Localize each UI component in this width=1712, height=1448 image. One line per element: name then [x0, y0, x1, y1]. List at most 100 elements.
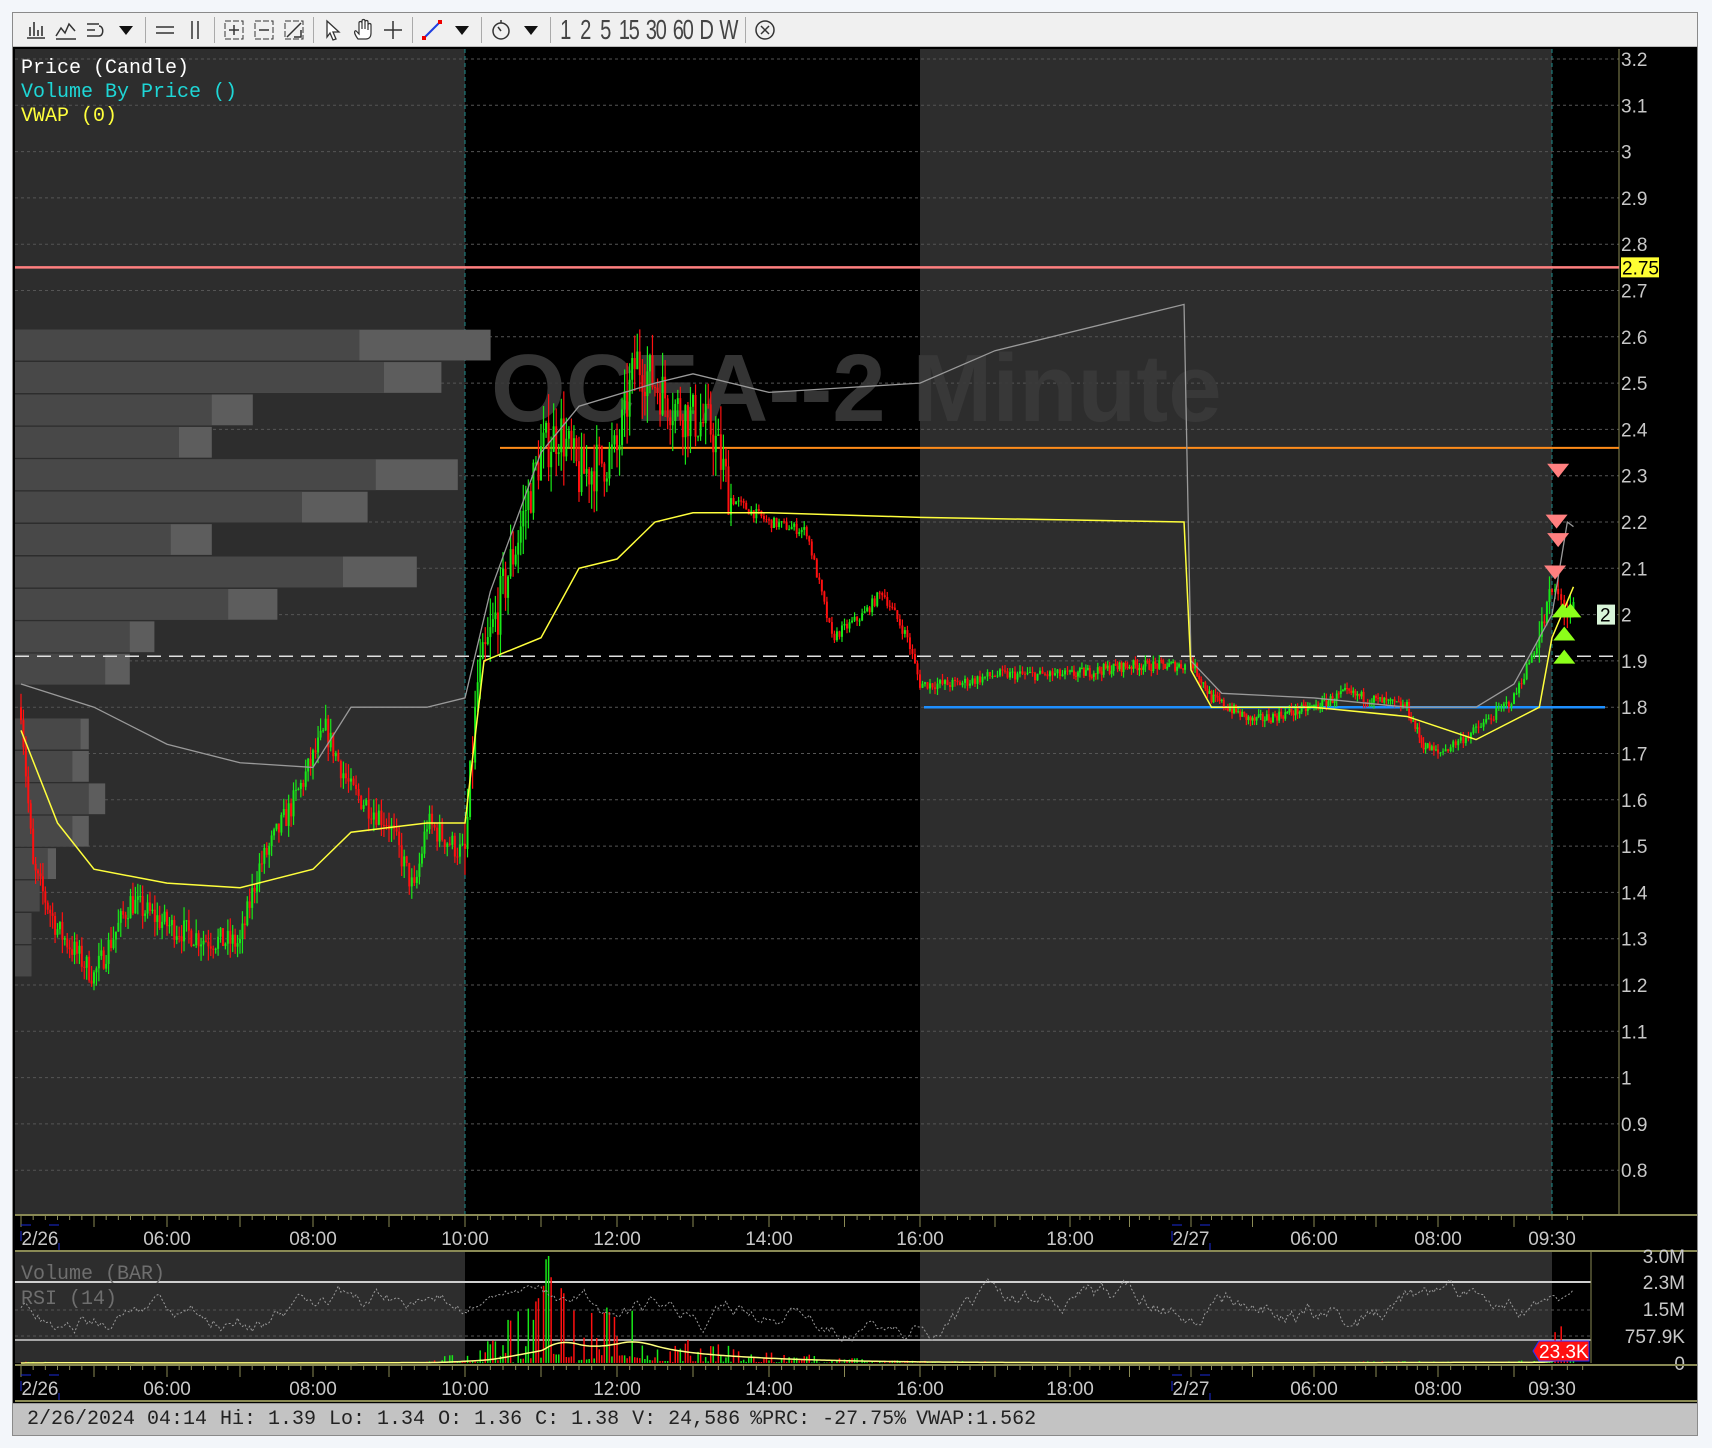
- crosshair-icon[interactable]: [378, 16, 408, 44]
- price-candle: [697, 436, 700, 438]
- price-candle: [22, 720, 25, 748]
- price-candle: [448, 843, 451, 845]
- price-candle: [1239, 711, 1242, 717]
- price-candle: [226, 930, 229, 944]
- price-candle: [509, 549, 512, 577]
- vertical-line-icon[interactable]: [180, 16, 210, 44]
- price-candle: [178, 936, 181, 938]
- price-candle: [469, 761, 472, 817]
- price-candle: [1178, 664, 1181, 667]
- price-candle: [1551, 589, 1553, 592]
- dropdown-icon[interactable]: [447, 16, 477, 44]
- price-candle: [29, 803, 32, 829]
- price-candle: [1170, 662, 1173, 664]
- price-candle: [1424, 747, 1427, 750]
- price-candle: [1146, 660, 1149, 662]
- date-marker: [20, 1374, 60, 1402]
- price-candle: [136, 896, 139, 900]
- price-candle: [129, 896, 132, 919]
- price-candle: [1490, 718, 1493, 720]
- bar-chart-icon[interactable]: [21, 16, 51, 44]
- price-candle: [464, 843, 466, 849]
- price-candle: [73, 941, 76, 955]
- price-candle: [825, 601, 828, 618]
- price-candle: [1208, 690, 1211, 694]
- price-candle: [504, 568, 507, 598]
- price-candle: [243, 923, 246, 926]
- interval-1-button[interactable]: 1: [560, 13, 571, 45]
- time-axis-label: 08:00: [289, 1379, 337, 1400]
- price-candle: [436, 827, 439, 842]
- price-candle: [1525, 664, 1528, 680]
- price-candle: [458, 844, 461, 857]
- price-candle: [1482, 722, 1485, 727]
- buy-signal-arrow: [1553, 649, 1576, 664]
- price-candle: [1523, 679, 1526, 684]
- price-candle: [717, 434, 720, 436]
- interval-15-button[interactable]: 15: [618, 13, 640, 45]
- price-candle: [514, 554, 517, 565]
- price-candle: [1304, 704, 1307, 712]
- volume-by-price-bar: [15, 945, 32, 977]
- price-candle: [512, 549, 515, 565]
- draw-line-icon[interactable]: [417, 16, 447, 44]
- price-candle: [1406, 702, 1408, 708]
- price-candle: [287, 803, 290, 826]
- price-candle: [173, 919, 176, 940]
- indicator-icon[interactable]: [81, 16, 111, 44]
- price-candle: [1377, 697, 1380, 699]
- price-candle: [209, 946, 212, 949]
- interval-2-button[interactable]: 2: [580, 13, 591, 45]
- price-candle: [256, 884, 259, 892]
- price-candle: [1286, 712, 1289, 714]
- price-candle: [1485, 719, 1488, 723]
- session-background: [465, 49, 920, 1214]
- price-candle: [466, 816, 469, 849]
- price-candle: [1110, 671, 1113, 674]
- price-candle: [1335, 693, 1338, 702]
- price-candle: [1298, 711, 1301, 714]
- price-candle: [277, 823, 280, 833]
- price-candle: [499, 576, 502, 635]
- dropdown-icon[interactable]: [111, 16, 141, 44]
- price-candle: [1212, 694, 1215, 703]
- pointer-icon[interactable]: [318, 16, 348, 44]
- interval-30-button[interactable]: 30: [645, 13, 667, 45]
- interval-w-button[interactable]: W: [719, 13, 739, 45]
- timer-icon[interactable]: [486, 16, 516, 44]
- price-candle: [636, 351, 639, 370]
- price-candle: [270, 835, 273, 847]
- price-candle: [1459, 737, 1462, 741]
- price-candle: [1321, 698, 1324, 709]
- interval-5-button[interactable]: 5: [600, 13, 611, 45]
- price-candle: [1354, 690, 1357, 696]
- price-candle: [679, 398, 682, 421]
- zoom-out-icon[interactable]: [249, 16, 279, 44]
- price-candle: [183, 920, 186, 942]
- price-candle: [676, 398, 679, 404]
- zoom-in-icon[interactable]: [219, 16, 249, 44]
- price-candle: [248, 901, 251, 908]
- line-chart-icon[interactable]: [51, 16, 81, 44]
- volume-by-price-bar: [15, 880, 40, 912]
- price-candle: [131, 896, 134, 914]
- interval-60-button[interactable]: 60: [673, 13, 694, 45]
- price-candle: [1158, 660, 1161, 669]
- price-candle: [112, 939, 115, 948]
- chart-canvas[interactable]: 3.2 3.1 3 2.9 2.8 2.7 2.6 2.5 2.4 2.3 2.2 2.1 2 1.9 1.…: [13, 47, 1697, 1403]
- price-candle: [302, 782, 305, 787]
- zoom-fit-icon[interactable]: [279, 16, 309, 44]
- price-candle: [1231, 708, 1233, 714]
- dropdown-icon[interactable]: [516, 16, 546, 44]
- price-candle: [1412, 720, 1415, 722]
- interval-d-button[interactable]: D: [699, 13, 715, 45]
- price-candle: [273, 829, 276, 836]
- price-candle: [1144, 660, 1147, 667]
- price-candle: [1168, 663, 1171, 667]
- horizontal-line-icon[interactable]: [150, 16, 180, 44]
- price-candle: [190, 930, 193, 947]
- close-circle-icon[interactable]: [750, 16, 780, 44]
- hand-icon[interactable]: [348, 16, 378, 44]
- price-candle: [1150, 669, 1153, 671]
- price-candle: [1505, 701, 1508, 704]
